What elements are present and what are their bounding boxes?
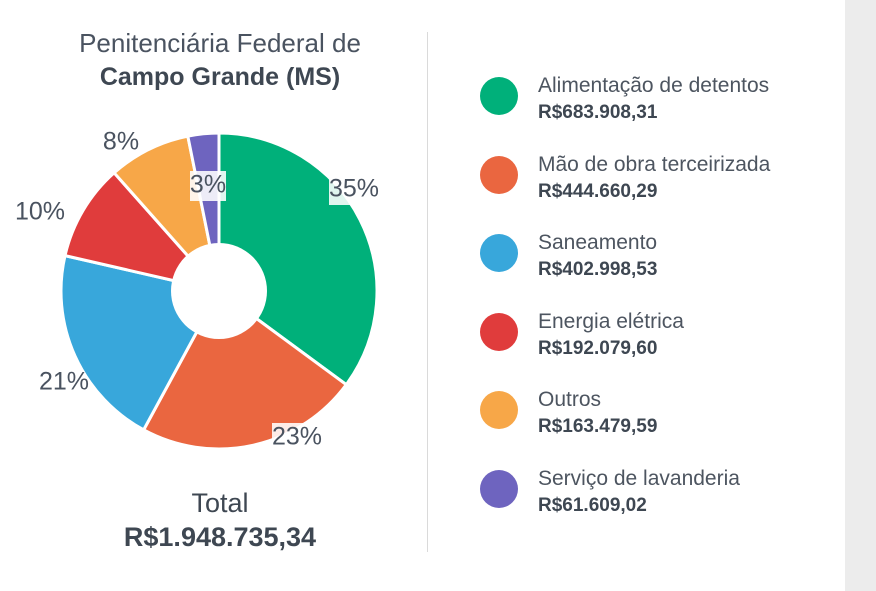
legend-label: Mão de obra terceirizada [538,152,771,176]
legend-amount: R$402.998,53 [538,259,658,280]
slice-percent-label: 21% [39,368,89,396]
slice-label-background [190,171,226,201]
legend-item-mao-de-obra: Mão de obra terceirizada R$444.660,29 [480,149,840,228]
legend-amount: R$444.660,29 [538,180,658,202]
pie-slice [63,171,221,293]
legend-swatch [480,234,518,272]
legend-swatch [480,77,518,115]
legend-swatch [480,469,518,508]
legend-swatch [480,391,518,429]
total-block: Total R$1.948.735,34 [20,486,420,554]
legend-label: Serviço de lavanderia [538,466,740,490]
pie-slice [142,289,348,451]
legend-item-energia: Energia elétrica R$192.079,60 [480,306,840,385]
slice-percent-label: 8% [103,128,139,156]
legend-label: Energia elétrica [538,309,684,333]
legend-item-alimentacao: Alimentação de detentos R$683.908,31 [480,70,840,149]
legend-swatch [480,312,518,351]
chart-title-line1: Penitenciária Federal de [79,28,361,58]
total-label: Total [191,488,249,518]
legend: Alimentação de detentos R$683.908,31 Mão… [480,70,840,541]
divider [427,32,428,552]
legend-label: Outros [538,388,602,411]
legend-item-saneamento: Saneamento R$402.998,53 [480,227,840,306]
chart-title: Penitenciária Federal de Campo Grande (M… [20,26,420,94]
legend-amount: R$683.908,31 [538,102,658,123]
legend-label: Saneamento [538,231,658,254]
legend-amount: R$192.079,60 [538,337,658,359]
legend-item-outros: Outros R$163.479,59 [480,384,840,463]
slice-percent-label: 35% [329,175,379,203]
slice-label-background [329,175,379,205]
legend-swatch [480,155,518,194]
slice-percent-label: 3% [190,171,226,199]
chart-title-line2: Campo Grande (MS) [99,63,341,91]
total-value: R$1.948.735,34 [123,522,317,552]
pie-chart: 35% 23% 21% 10% 8% 3% [15,128,379,453]
donut-hole [171,243,267,339]
slice-percent-label: 10% [15,198,65,226]
legend-amount: R$61.609,02 [538,494,647,516]
legend-item-lavanderia: Serviço de lavanderia R$61.609,02 [480,463,840,542]
legend-label: Alimentação de detentos [538,74,770,97]
legend-amount: R$163.479,59 [538,416,658,437]
slice-label-background [272,423,322,453]
slice-percent-label: 23% [272,423,322,451]
chart-card: Penitenciária Federal de Campo Grande (M… [0,0,845,591]
